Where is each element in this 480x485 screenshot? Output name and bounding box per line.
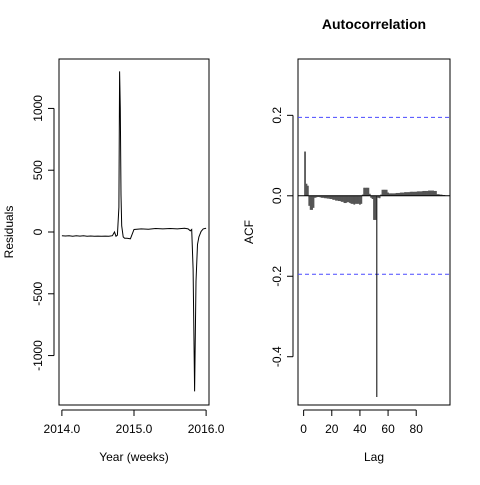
acf-y-axis-title: ACF: [242, 220, 256, 244]
residuals-series-line: [61, 71, 207, 392]
residuals-x-tick-label: 2016.0: [188, 422, 225, 436]
residuals-panel: 2014.0 2015.0 2016.0 -1000 -500 0 500 1000 Yea…: [2, 58, 225, 464]
acf-x-tick-label: 40: [353, 422, 367, 436]
residuals-x-tick-label: 2015.0: [116, 422, 153, 436]
acf-y-tick-label: -0.4: [270, 346, 284, 367]
acf-bars: [298, 151, 450, 397]
acf-x-tick-label: 20: [325, 422, 339, 436]
residuals-plot-frame: [58, 58, 210, 406]
residuals-x-axis: 2014.0 2015.0 2016.0: [44, 409, 225, 436]
acf-x-axis-title: Lag: [364, 450, 384, 464]
acf-x-tick-label: 0: [300, 422, 307, 436]
residuals-y-tick-label: 0: [31, 228, 45, 235]
acf-y-tick-label: 0.2: [270, 107, 284, 124]
residuals-y-axis-title: Residuals: [2, 206, 16, 259]
acf-y-tick-label: 0.0: [270, 187, 284, 204]
acf-panel: Autocorrelation 0 20 40 60 80 -0.4 -0.2 0.0 0.2…: [242, 16, 451, 464]
acf-y-axis: -0.4 -0.2 0.0 0.2: [270, 107, 294, 367]
residuals-series: [61, 71, 207, 392]
residuals-x-tick-label: 2014.0: [44, 422, 81, 436]
residuals-x-axis-title: Year (weeks): [99, 450, 169, 464]
acf-x-tick-label: 60: [381, 422, 395, 436]
acf-x-axis: 0 20 40 60 80: [300, 409, 424, 436]
residuals-y-tick-label: -1000: [31, 340, 45, 371]
acf-y-tick-label: -0.2: [270, 266, 284, 287]
acf-chart-title: Autocorrelation: [322, 16, 426, 32]
residuals-y-axis: -1000 -500 0 500 1000: [31, 95, 55, 371]
residuals-y-tick-label: 1000: [31, 95, 45, 122]
acf-x-tick-label: 80: [410, 422, 424, 436]
acf-confidence-bands: [298, 116, 450, 275]
residuals-y-tick-label: -500: [31, 281, 45, 305]
residuals-y-tick-label: 500: [31, 160, 45, 180]
acf-plot-frame: [297, 58, 451, 406]
